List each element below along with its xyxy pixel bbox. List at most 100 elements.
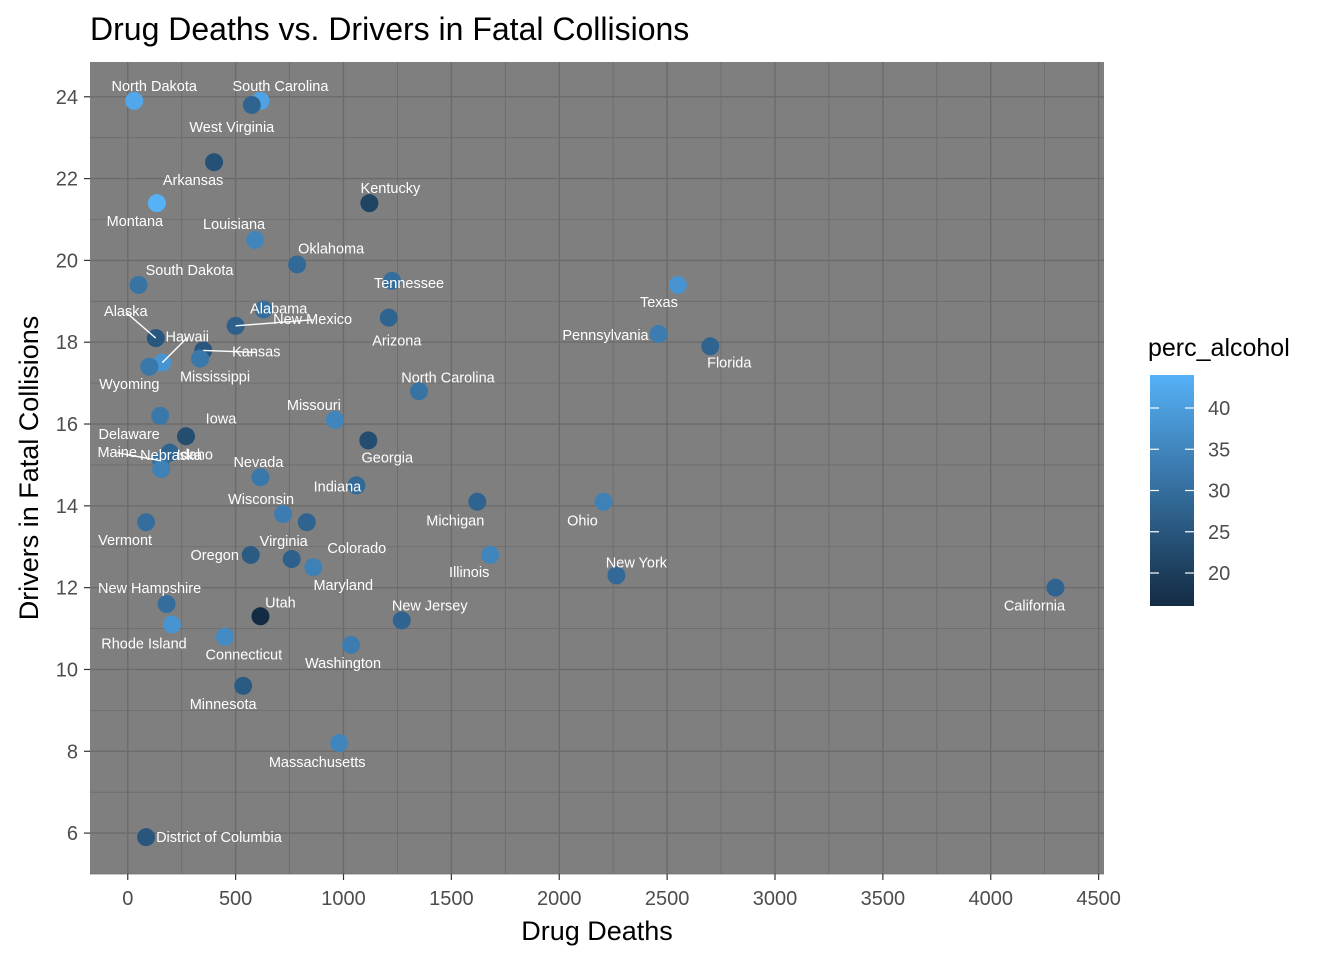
y-tick-label: 24 (56, 87, 78, 109)
point-louisiana (246, 230, 265, 249)
label-north-dakota: North Dakota (112, 79, 198, 95)
point-california (1046, 578, 1065, 597)
label-kentucky: Kentucky (361, 181, 421, 197)
point-minnesota (234, 676, 253, 695)
label-south-dakota: South Dakota (146, 263, 235, 279)
legend-break-label: 40 (1208, 398, 1230, 420)
label-new-jersey: New Jersey (392, 598, 468, 614)
x-tick-label: 2000 (537, 888, 582, 910)
legend-break-label: 25 (1208, 522, 1230, 544)
point-labels: Alabama Alaska Arizona Arkansas California Co… (97, 79, 1066, 846)
x-axis-ticks: 0 500 1000 1500 2000 2500 3000 3500 4000 4500 (122, 874, 1121, 910)
label-district-of-columbia: District of Columbia (156, 830, 283, 846)
label-arizona: Arizona (372, 334, 422, 350)
x-tick-label: 1500 (429, 888, 474, 910)
point-district-of-columbia (137, 828, 156, 847)
label-indiana: Indiana (314, 479, 363, 495)
point-illinois (481, 545, 500, 564)
point-indiana (347, 476, 366, 495)
point-kentucky (360, 194, 379, 213)
x-tick-label: 2500 (645, 888, 690, 910)
point-florida (701, 337, 720, 356)
point-connecticut (215, 627, 234, 646)
point-north-dakota (125, 91, 144, 110)
legend-break-label: 20 (1208, 563, 1230, 585)
point-virginia (282, 550, 301, 569)
point-missouri (325, 410, 344, 429)
point-washington (342, 635, 361, 654)
label-hawaii: Hawaii (166, 330, 210, 346)
label-virginia: Virginia (260, 534, 309, 550)
point-arkansas (205, 153, 224, 172)
label-massachusetts: Massachusetts (269, 755, 366, 771)
grid-lines (90, 62, 1104, 875)
label-mississippi: Mississippi (180, 370, 250, 386)
label-kansas: Kansas (232, 344, 280, 360)
panel-background (90, 62, 1104, 874)
label-connecticut: Connecticut (206, 648, 283, 664)
y-tick-label: 8 (67, 741, 78, 763)
legend-title: perc_alcohol (1148, 334, 1290, 362)
point-south-dakota (129, 275, 148, 294)
x-tick-label: 4000 (968, 888, 1013, 910)
x-tick-label: 500 (219, 888, 252, 910)
y-tick-label: 12 (56, 578, 78, 600)
label-texas: Texas (640, 295, 678, 311)
point-north-carolina (410, 382, 429, 401)
label-maine: Maine (97, 445, 137, 461)
label-pennsylvania: Pennsylvania (562, 328, 649, 344)
point-rhode-island (162, 615, 181, 634)
label-north-carolina: North Carolina (401, 370, 495, 386)
y-tick-label: 20 (56, 250, 78, 272)
point-pennsylvania (649, 325, 668, 344)
label-alaska: Alaska (104, 304, 148, 320)
label-new-hampshire: New Hampshire (98, 581, 201, 597)
label-west-virginia: West Virginia (189, 120, 275, 136)
x-tick-label: 3000 (753, 888, 798, 910)
point-new-york (607, 566, 626, 585)
y-tick-label: 16 (56, 414, 78, 436)
y-tick-label: 6 (67, 823, 78, 845)
label-south-carolina: South Carolina (232, 79, 329, 95)
point-utah (251, 607, 270, 626)
point-vermont (137, 513, 156, 532)
label-louisiana: Louisiana (203, 217, 266, 233)
point-montana (147, 194, 166, 213)
label-tennessee: Tennessee (374, 276, 444, 292)
label-new-mexico: New Mexico (273, 312, 352, 328)
label-minnesota: Minnesota (190, 697, 258, 713)
point-oregon (241, 545, 260, 564)
point-nebraska (152, 460, 171, 479)
data-points (125, 91, 1065, 847)
label-oregon: Oregon (191, 548, 239, 564)
y-tick-label: 10 (56, 659, 78, 681)
label-ohio: Ohio (567, 514, 598, 530)
point-tennessee (383, 271, 402, 290)
point-wisconsin (274, 505, 293, 524)
point-georgia (359, 431, 378, 450)
point-maryland (304, 558, 323, 577)
legend-break-label: 30 (1208, 481, 1230, 503)
label-wyoming: Wyoming (99, 377, 159, 393)
point-massachusetts (330, 734, 349, 753)
label-florida: Florida (707, 355, 752, 371)
point-new-hampshire (157, 595, 176, 614)
label-maryland: Maryland (313, 578, 373, 594)
label-vermont: Vermont (98, 533, 152, 549)
point-west-virginia (242, 95, 261, 114)
label-utah: Utah (265, 595, 296, 611)
point-colorado (297, 513, 316, 532)
color-legend: perc_alcohol 20 25 30 35 40 (1148, 334, 1290, 606)
label-leader-line (203, 349, 257, 354)
label-california: California (1004, 599, 1066, 615)
y-tick-label: 14 (56, 496, 78, 518)
point-new-jersey (392, 611, 411, 630)
label-alabama: Alabama (250, 301, 308, 317)
y-tick-label: 22 (56, 169, 78, 191)
x-axis-title: Drug Deaths (521, 916, 673, 946)
y-tick-label: 18 (56, 332, 78, 354)
label-oklahoma: Oklahoma (298, 241, 365, 257)
chart-title: Drug Deaths vs. Drivers in Fatal Collisi… (90, 11, 689, 47)
label-leader-line (125, 311, 157, 339)
